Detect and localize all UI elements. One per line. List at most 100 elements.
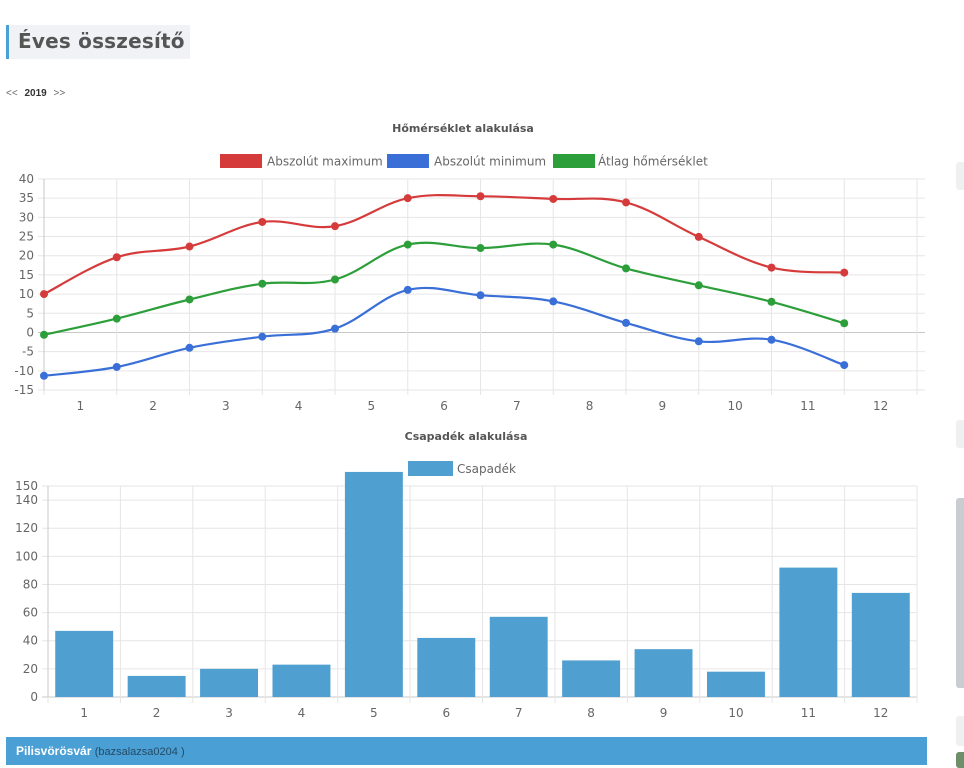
precip-bar [706,671,765,697]
legend-label-1: Abszolút maximum [267,155,383,169]
precip-bar [634,649,693,697]
x-tick-label: 6 [440,399,448,413]
y-tick-label: 150 [15,479,38,493]
x-tick-label: 12 [873,706,888,720]
y-tick-label: 15 [19,268,34,282]
x-tick-label: 11 [800,399,815,413]
data-point [403,194,412,203]
side-panel-edge [956,716,964,746]
y-tick-label: 60 [23,606,38,620]
y-tick-label: 10 [19,287,34,301]
y-tick-label: 40 [23,634,38,648]
y-tick-label: 0 [26,325,34,339]
x-tick-label: 1 [80,706,88,720]
y-tick-label: 20 [23,662,38,676]
next-year-link[interactable]: >> [53,88,66,99]
year-navigation: << 2019 >> [6,88,65,99]
data-point [331,324,339,333]
x-tick-label: 11 [801,706,816,720]
y-tick-label: 20 [19,249,34,263]
x-tick-label: 10 [727,399,742,413]
x-tick-label: 3 [225,706,233,720]
data-point [694,337,703,346]
y-tick-label: 140 [15,493,38,507]
x-tick-label: 10 [728,706,743,720]
station-user: (bazsalazsa0204 ) [94,746,185,758]
data-point [40,371,48,380]
temperature-chart-title: Hőmérséklet alakulása [392,122,534,135]
precip-bar [489,616,548,697]
data-point [549,194,558,203]
station-name[interactable]: Pilisvörösvár [16,744,92,758]
precip-bar [127,675,186,697]
y-tick-label: -15 [14,383,34,397]
x-tick-label: 7 [513,399,521,413]
x-tick-label: 8 [587,706,595,720]
series-line-2 [43,286,845,377]
x-tick-label: 7 [515,706,523,720]
data-point [694,281,703,290]
precipitation-chart: Csapadék alakulásaCsapadék15014012010080… [15,430,918,720]
y-tick-label: -5 [22,345,34,359]
precip-bar [55,630,114,697]
previous-year-link[interactable]: << [6,88,18,99]
side-panel-edge [956,752,964,768]
data-point [694,232,703,241]
x-tick-label: 4 [295,399,303,413]
data-point [476,291,485,300]
data-point [112,362,121,371]
data-point [403,285,412,294]
x-tick-label: 8 [586,399,594,413]
y-tick-label: 120 [15,521,38,535]
x-tick-label: 9 [659,399,667,413]
legend-swatch-2 [387,154,429,168]
side-panel-edge [956,420,964,448]
temperature-chart: Hőmérséklet alakulása Abszolút maximum Abs… [14,122,925,413]
data-point [840,319,849,328]
x-tick-label: 12 [873,399,888,413]
x-tick-label: 9 [660,706,668,720]
x-tick-label: 2 [149,399,157,413]
data-point [112,253,121,262]
data-point [403,240,412,249]
data-point [549,240,558,249]
y-tick-label: 25 [19,230,34,244]
data-point [622,198,630,207]
y-tick-label: 35 [19,191,34,205]
data-point [112,314,121,323]
x-tick-label: 4 [298,706,306,720]
legend-swatch-3 [553,154,595,168]
series-line-3 [43,241,845,336]
data-point [622,318,630,327]
precipitation-chart-title: Csapadék alakulása [405,430,528,443]
data-point [767,263,776,272]
data-point [840,268,849,277]
y-tick-label: 40 [19,172,34,186]
data-point [549,297,558,306]
precip-bar [562,660,621,697]
precip-bar [851,592,910,697]
page-title: Éves összesítő [6,25,190,59]
y-tick-label: 100 [15,549,38,563]
precip-bar [344,471,403,697]
current-year: 2019 [24,88,47,99]
precip-bar [272,664,331,697]
precip-bar [779,567,838,697]
y-tick-label: -10 [14,364,34,378]
data-point [840,361,849,370]
y-tick-label: 80 [23,577,38,591]
data-point [622,264,630,273]
legend-label-2: Abszolút minimum [434,155,546,169]
y-tick-label: 30 [19,210,34,224]
data-point [258,332,267,341]
data-point [185,295,194,304]
legend-label-3: Átlag hőmérséklet [598,154,708,169]
precip-bar [417,637,476,697]
data-point [258,217,267,226]
legend-swatch-1 [220,154,262,168]
map-thumbnail-edge[interactable] [956,498,964,688]
y-tick-label: 5 [26,306,34,320]
data-point [185,242,194,251]
legend-swatch-precip [408,461,453,476]
data-point [767,335,776,344]
